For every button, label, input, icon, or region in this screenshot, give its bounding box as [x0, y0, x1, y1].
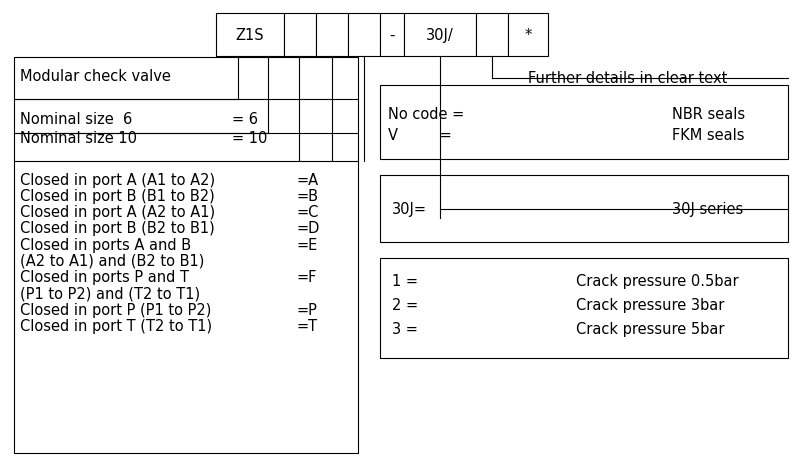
- Text: Further details in clear text: Further details in clear text: [528, 71, 727, 86]
- Bar: [476, 14, 508, 57]
- Bar: [284, 14, 316, 57]
- Text: =F: =F: [296, 269, 316, 285]
- Text: 2 =: 2 =: [392, 297, 418, 312]
- Text: No code =: No code =: [388, 107, 464, 122]
- Text: =A: =A: [296, 172, 318, 188]
- Text: Crack pressure 0.5bar: Crack pressure 0.5bar: [576, 273, 738, 288]
- Text: = 6: = 6: [232, 111, 258, 127]
- Bar: [380, 86, 788, 159]
- Text: Crack pressure 5bar: Crack pressure 5bar: [576, 321, 725, 336]
- Bar: [216, 14, 284, 57]
- Bar: [316, 14, 348, 57]
- Text: Closed in ports A and B: Closed in ports A and B: [20, 237, 191, 252]
- Text: 30J=: 30J=: [392, 202, 427, 217]
- Text: Closed in port B (B1 to B2): Closed in port B (B1 to B2): [20, 188, 214, 204]
- Text: =E: =E: [296, 237, 318, 252]
- Text: *: *: [524, 28, 532, 43]
- Bar: [348, 14, 380, 57]
- Text: =T: =T: [296, 318, 317, 333]
- Text: 1 =: 1 =: [392, 273, 418, 288]
- Text: Closed in port A (A1 to A2): Closed in port A (A1 to A2): [20, 172, 215, 188]
- Text: 30J series: 30J series: [672, 202, 743, 217]
- Text: Crack pressure 3bar: Crack pressure 3bar: [576, 297, 724, 312]
- Text: Z1S: Z1S: [236, 28, 264, 43]
- Text: =P: =P: [296, 302, 317, 317]
- Text: Closed in port P (P1 to P2): Closed in port P (P1 to P2): [20, 302, 211, 317]
- Bar: [14, 58, 358, 453]
- Bar: [508, 14, 548, 57]
- Text: =B: =B: [296, 188, 318, 204]
- Bar: [380, 14, 404, 57]
- Text: = 10: = 10: [232, 130, 267, 146]
- Text: =C: =C: [296, 205, 318, 220]
- Text: Nominal size 10: Nominal size 10: [20, 130, 137, 146]
- Text: Closed in ports P and T: Closed in ports P and T: [20, 269, 189, 285]
- Text: Nominal size  6: Nominal size 6: [20, 111, 132, 127]
- Text: 3 =: 3 =: [392, 321, 418, 336]
- Bar: [380, 176, 788, 243]
- Text: Closed in port T (T2 to T1): Closed in port T (T2 to T1): [20, 318, 212, 333]
- Text: V         =: V =: [388, 128, 452, 143]
- Text: Closed in port A (A2 to A1): Closed in port A (A2 to A1): [20, 205, 215, 220]
- Text: -: -: [390, 28, 394, 43]
- Text: (P1 to P2) and (T2 to T1): (P1 to P2) and (T2 to T1): [20, 286, 200, 301]
- Bar: [404, 14, 476, 57]
- Text: =D: =D: [296, 221, 319, 236]
- Text: Closed in port B (B2 to B1): Closed in port B (B2 to B1): [20, 221, 214, 236]
- Text: (A2 to A1) and (B2 to B1): (A2 to A1) and (B2 to B1): [20, 253, 204, 268]
- Bar: [380, 258, 788, 358]
- Text: FKM seals: FKM seals: [672, 128, 745, 143]
- Text: 30J/: 30J/: [426, 28, 454, 43]
- Text: Modular check valve: Modular check valve: [20, 69, 171, 84]
- Text: NBR seals: NBR seals: [672, 107, 745, 122]
